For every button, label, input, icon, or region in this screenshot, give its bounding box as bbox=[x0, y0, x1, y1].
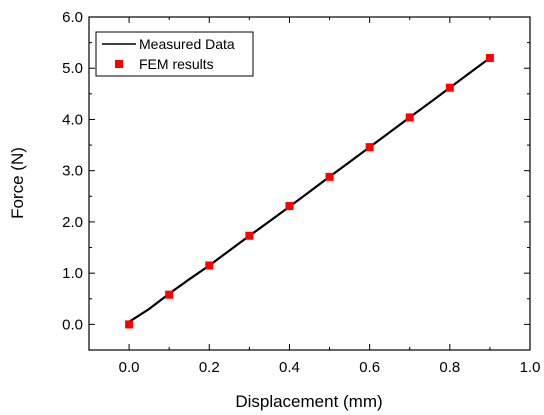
fem-result-point bbox=[205, 261, 214, 270]
x-tick-label: 0.4 bbox=[279, 359, 300, 376]
x-tick-label: 0.2 bbox=[199, 359, 220, 376]
legend-label-measured: Measured Data bbox=[139, 36, 235, 52]
y-tick-label: 2.0 bbox=[62, 214, 83, 231]
fem-result-point bbox=[165, 290, 174, 299]
legend-label-fem: FEM results bbox=[139, 56, 214, 72]
legend: Measured Data FEM results bbox=[95, 31, 254, 77]
y-axis-label: Force (N) bbox=[8, 147, 27, 219]
fem-result-point bbox=[285, 202, 294, 211]
legend-box bbox=[95, 31, 254, 77]
fem-result-point bbox=[325, 172, 334, 181]
fem-result-point bbox=[365, 143, 374, 152]
y-tick-label: 3.0 bbox=[62, 163, 83, 180]
axis-ticks bbox=[88, 16, 531, 351]
fem-result-point bbox=[445, 83, 454, 92]
y-tick-label: 1.0 bbox=[62, 265, 83, 282]
y-tick-label: 0.0 bbox=[62, 316, 83, 333]
x-tick-label: 1.0 bbox=[520, 359, 541, 376]
y-tick-label: 4.0 bbox=[62, 111, 83, 128]
plot-frame bbox=[88, 16, 531, 351]
fem-result-point bbox=[405, 113, 414, 122]
legend-square-swatch bbox=[115, 60, 123, 68]
fem-result-point bbox=[245, 231, 254, 240]
y-tick-label: 5.0 bbox=[62, 60, 83, 77]
fem-result-point bbox=[125, 320, 134, 329]
data-series bbox=[125, 53, 494, 329]
x-axis-label: Displacement (mm) bbox=[235, 392, 382, 411]
x-tick-label: 0.8 bbox=[439, 359, 460, 376]
x-tick-label: 0.6 bbox=[359, 359, 380, 376]
measured-data-line bbox=[128, 57, 491, 323]
axis-tick-labels: 0.0 0.2 0.4 0.6 0.8 1.0 0.0 1.0 2.0 3.0 4.0 5.0 6.0 bbox=[62, 9, 540, 376]
x-tick-label: 0.0 bbox=[119, 359, 140, 376]
fem-result-point bbox=[485, 53, 494, 62]
y-tick-label: 6.0 bbox=[62, 9, 83, 26]
